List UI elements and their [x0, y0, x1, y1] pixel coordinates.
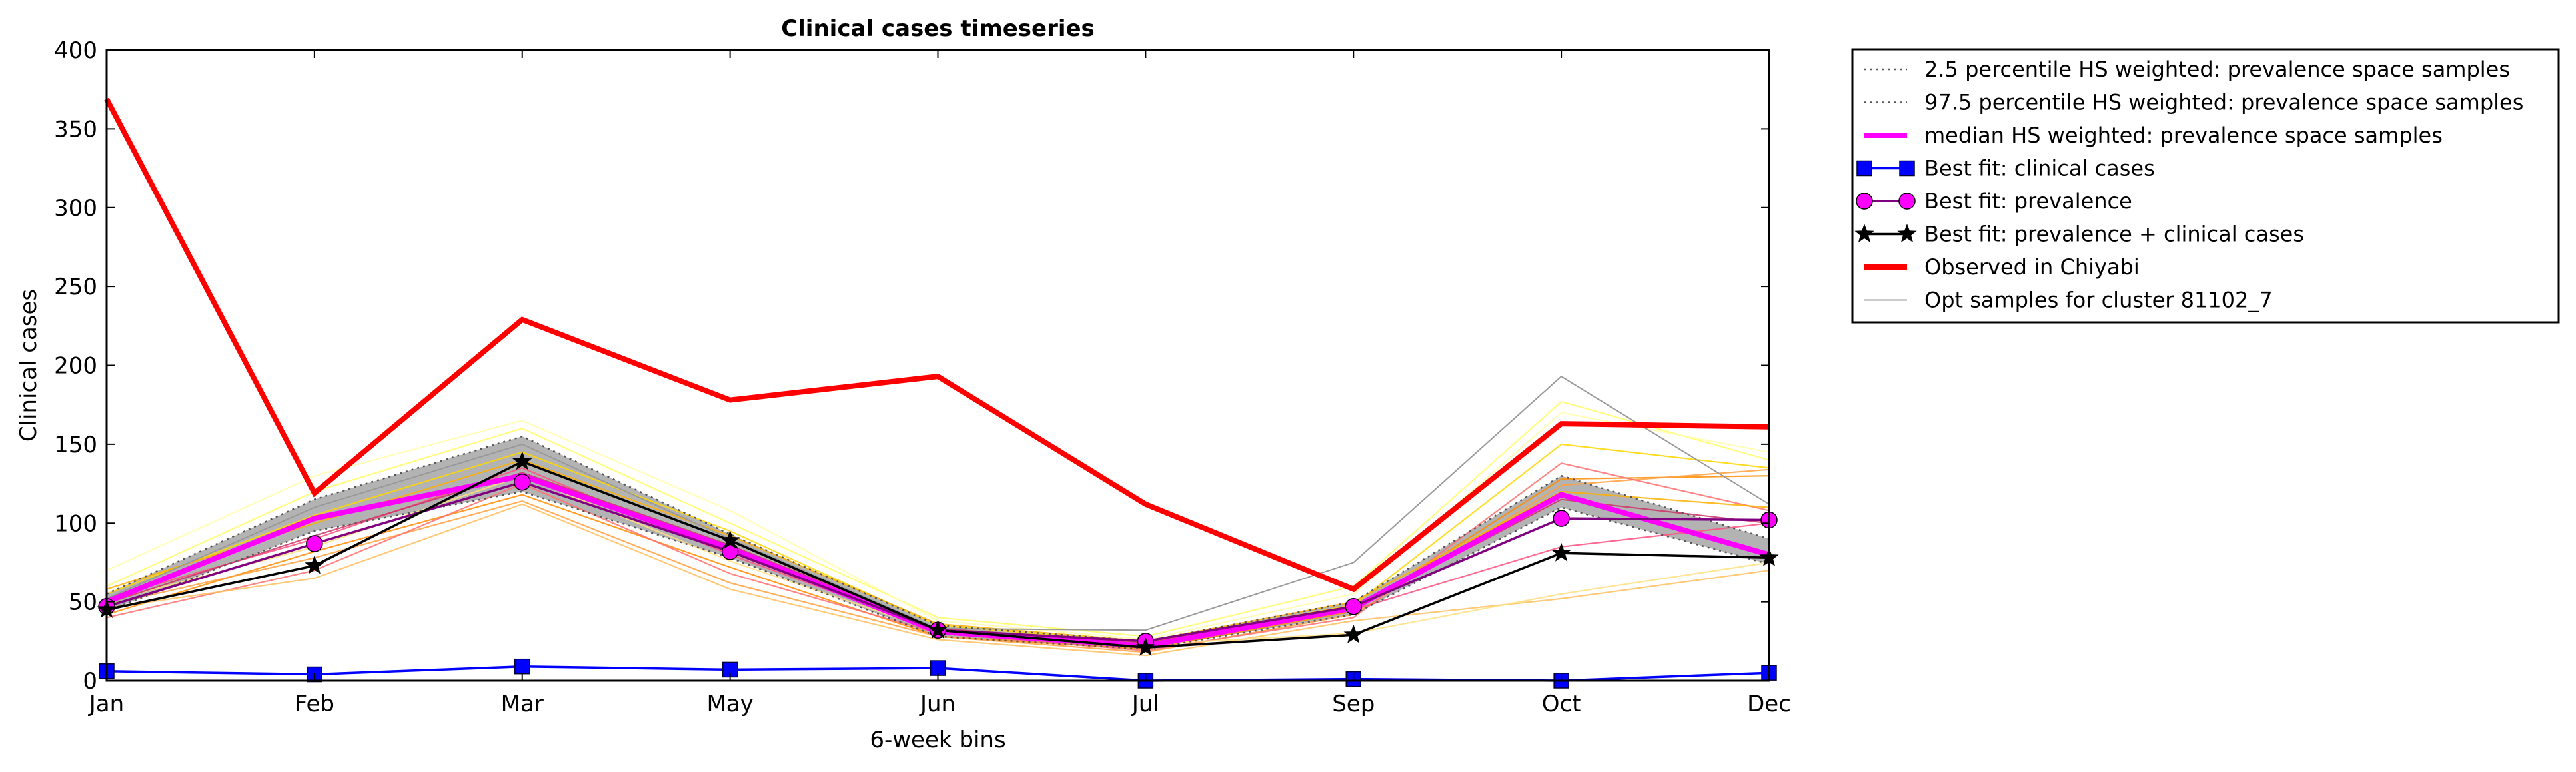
- legend-label: Best fit: prevalence + clinical cases: [1924, 222, 2304, 247]
- x-tick-label: May: [706, 691, 753, 717]
- ticks-layer: Jan Feb Mar May Jun Jul Sep Oct Dec 0 50 100 150 200 2…: [54, 37, 1791, 717]
- legend-marker: [1854, 224, 1874, 242]
- marker-best-fit-prevalence-clinical-cases-sep: [1343, 624, 1363, 643]
- y-tick-label: 250: [54, 274, 97, 300]
- chart-title: Clinical cases timeseries: [781, 15, 1095, 42]
- marker-best-fit-prevalence-clinical-cases-oct: [1551, 542, 1571, 562]
- legend-marker: [1856, 160, 1872, 177]
- marker-best-fit-prevalence-clinical-cases-feb: [305, 555, 324, 574]
- series-layer: [104, 97, 1770, 682]
- marker-best-fit-prevalence-clinical-cases-mar: [512, 451, 532, 470]
- sample-line-8: [106, 503, 1770, 657]
- y-tick-label: 150: [54, 432, 97, 458]
- y-tick-label: 50: [69, 589, 97, 616]
- y-axis-title: Clinical cases: [15, 289, 42, 442]
- legend-marker: [1899, 160, 1915, 177]
- legend-label: Best fit: clinical cases: [1924, 156, 2155, 181]
- legend-marker: [1897, 224, 1917, 242]
- legend-label: Best fit: prevalence: [1924, 189, 2132, 214]
- x-tick-label: Jul: [1131, 691, 1159, 717]
- x-tick-label: Oct: [1542, 691, 1581, 717]
- y-tick-label: 300: [54, 195, 97, 222]
- marker-best-fit-prevalence-clinical-cases-jul: [1135, 637, 1156, 656]
- legend-label: median HS weighted: prevalence space sam…: [1924, 123, 2443, 148]
- legend-label: 2.5 percentile HS weighted: prevalence s…: [1924, 57, 2510, 82]
- marker-best-fit-prevalence-oct: [1553, 510, 1570, 527]
- marker-best-fit-prevalence-clinical-cases-may: [720, 530, 740, 549]
- legend-label: Observed in Chiyabi: [1924, 254, 2140, 280]
- y-tick-label: 0: [83, 668, 97, 695]
- legend-box: [1851, 48, 2560, 324]
- x-tick-label: Jan: [88, 691, 124, 717]
- marker-best-fit-clinical-cases-mar: [514, 658, 530, 675]
- marker-best-fit-prevalence-feb: [306, 535, 323, 552]
- x-axis-title: 6-week bins: [870, 727, 1005, 753]
- x-tick-label: Feb: [295, 691, 334, 717]
- legend: 2.5 percentile HS weighted: prevalence s…: [1851, 48, 2560, 324]
- x-tick-label: Jun: [919, 691, 956, 717]
- y-tick-label: 100: [54, 510, 97, 537]
- series-line-97-5-percentile-hs-weighted-prevalence-space-samples: [106, 435, 1770, 643]
- y-tick-label: 200: [54, 353, 97, 380]
- x-tick-label: Dec: [1747, 691, 1791, 717]
- x-tick-label: Mar: [501, 691, 544, 717]
- legend-marker: [1856, 193, 1873, 210]
- y-tick-label: 350: [54, 116, 97, 143]
- marker-best-fit-prevalence-mar: [514, 473, 531, 491]
- marker-best-fit-prevalence-may: [721, 543, 739, 560]
- legend-marker: [1898, 193, 1916, 210]
- markers-layer: [97, 451, 1779, 689]
- marker-best-fit-prevalence-clinical-cases-jun: [928, 619, 948, 639]
- marker-best-fit-prevalence-sep: [1345, 597, 1362, 615]
- series-line-observed-in-chiyabi: [104, 97, 1770, 593]
- legend-label: 97.5 percentile HS weighted: prevalence …: [1924, 90, 2523, 115]
- y-tick-label: 400: [54, 37, 97, 64]
- x-tick-label: Sep: [1332, 691, 1375, 717]
- legend-label: Opt samples for cluster 81102_7: [1924, 288, 2273, 313]
- sample-line-1: [106, 400, 1770, 637]
- plot-frame: [105, 49, 1770, 682]
